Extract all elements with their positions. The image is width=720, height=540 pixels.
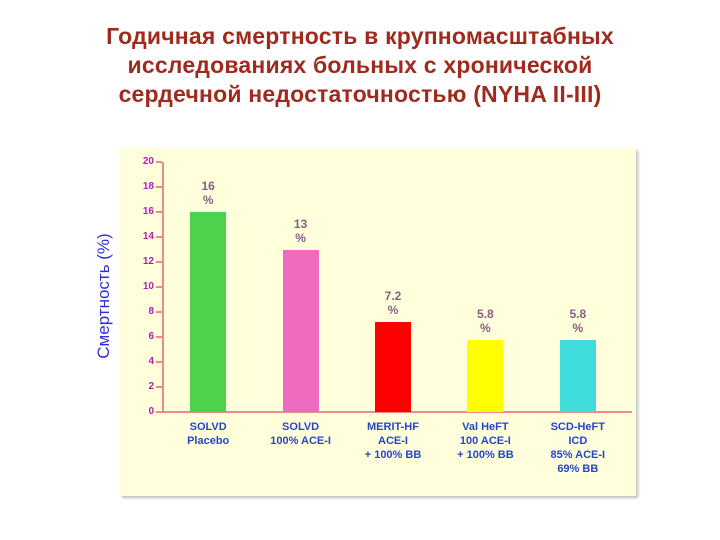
y-axis-label: Смертность (%)	[94, 233, 113, 359]
y-tick-label: 6	[148, 331, 154, 342]
y-tick-label: 18	[142, 181, 154, 192]
y-tick-label: 20	[142, 156, 154, 167]
y-tick-label: 14	[142, 231, 154, 242]
bar	[559, 339, 596, 412]
bar	[190, 212, 227, 412]
bar	[467, 339, 504, 412]
y-tick-mark	[156, 361, 162, 363]
bar-value-label: 5.8%	[569, 306, 587, 335]
y-tick-label: 8	[148, 306, 154, 317]
y-tick-label: 0	[148, 406, 154, 417]
x-axis-category-label: MERIT-HF ACE-I + 100% BB	[364, 421, 422, 461]
slide-title-line-2: исследованиях больных с хронической	[127, 52, 593, 78]
y-tick-mark	[156, 386, 162, 388]
y-tick-mark	[156, 411, 162, 413]
y-tick-mark	[156, 161, 162, 163]
y-tick-label: 4	[148, 356, 154, 367]
bar-value-label: 16%	[201, 179, 215, 207]
bar-value-label: 13%	[293, 216, 308, 245]
x-axis-line	[162, 411, 632, 413]
y-tick-label: 2	[148, 381, 154, 392]
bar	[282, 249, 319, 412]
bar-chart: 0 2 4 6 8 10 12 14 16 18 20 16% SOLVD Placebo 13% SOLVD…	[120, 148, 636, 496]
slide-title: Годичная смертность в крупномасштабных и…	[0, 22, 720, 109]
y-tick-label: 10	[142, 281, 154, 292]
y-axis-line	[162, 162, 164, 412]
y-tick-label: 16	[142, 206, 154, 217]
bar-value-label: 7.2%	[384, 289, 402, 317]
x-axis-category-label: SOLVD Placebo	[187, 421, 230, 447]
y-tick-mark	[156, 311, 162, 313]
y-tick-mark	[156, 261, 162, 263]
y-tick-mark	[156, 211, 162, 213]
x-axis-category-label: SOLVD 100% ACE-I	[270, 421, 331, 447]
y-tick-mark	[156, 286, 162, 288]
y-tick-mark	[156, 236, 162, 238]
slide-title-line-1: Годичная смертность в крупномасштабных	[106, 23, 614, 49]
x-axis-category-label: Val HeFT 100 ACE-I + 100% BB	[457, 421, 514, 461]
bar-value-label: 5.8%	[477, 306, 494, 335]
y-tick-label: 12	[142, 256, 154, 267]
slide-title-line-3: сердечной недостаточностью (NYHA II-III)	[118, 81, 602, 107]
bar	[375, 322, 411, 412]
y-tick-mark	[156, 186, 162, 188]
x-axis-category-label: SCD-HeFT ICD 85% ACE-I 69% BB	[550, 421, 606, 475]
y-tick-mark	[156, 336, 162, 338]
